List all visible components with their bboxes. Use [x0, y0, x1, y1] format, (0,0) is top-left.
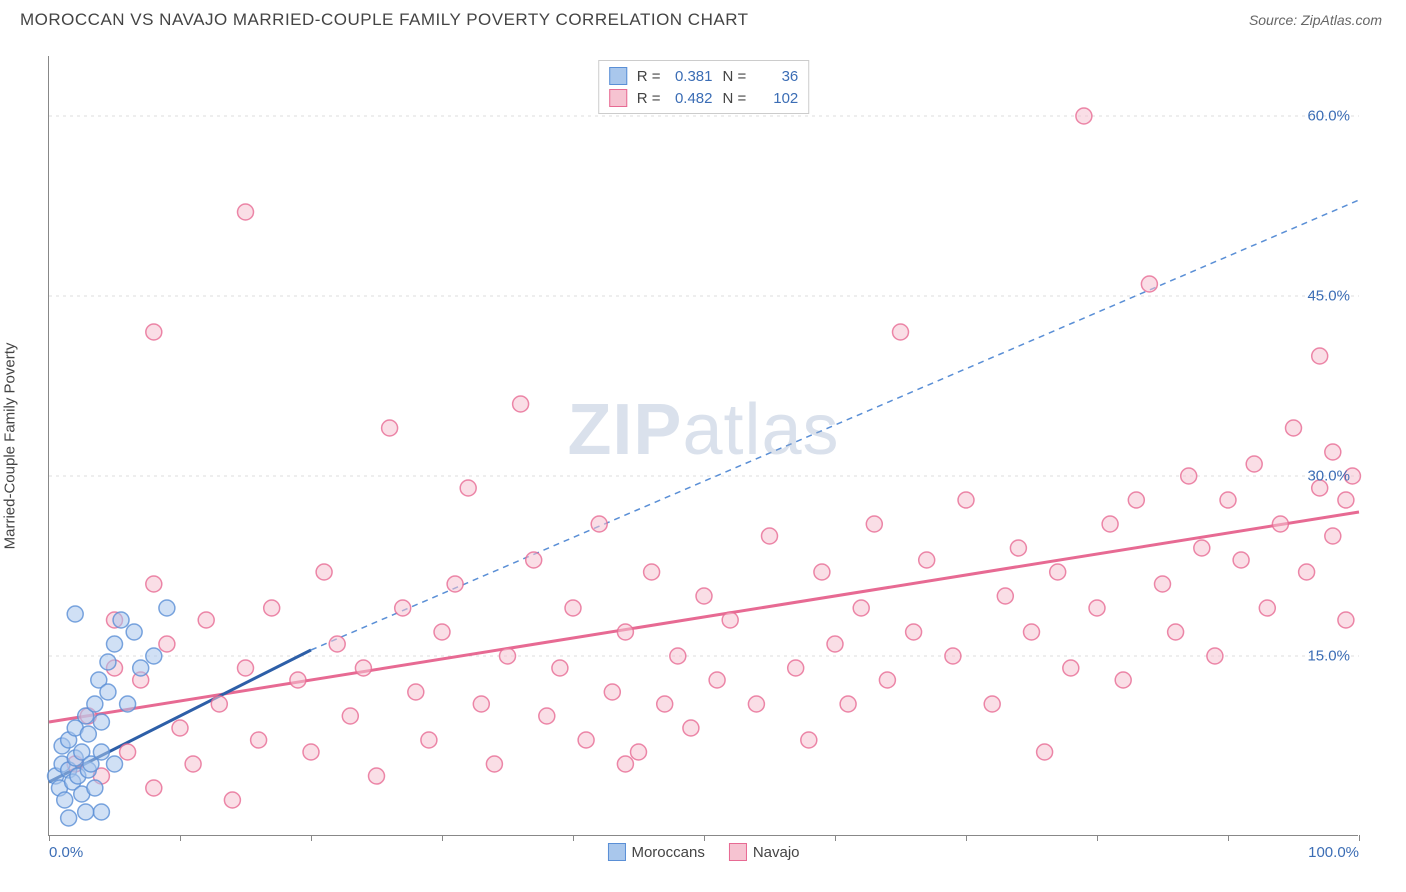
x-tick: [180, 835, 181, 841]
y-tick-label: 15.0%: [1307, 648, 1350, 665]
legend-item-moroccans: Moroccans: [607, 843, 704, 861]
legend-label-navajo: Navajo: [753, 844, 800, 861]
swatch-moroccans: [609, 67, 627, 85]
x-tick: [966, 835, 967, 841]
x-tick: [1097, 835, 1098, 841]
x-tick: [442, 835, 443, 841]
plot-svg: [49, 56, 1358, 835]
legend-stats-row-navajo: R = 0.482 N = 102: [609, 87, 799, 109]
n-val-navajo: 102: [752, 90, 798, 107]
x-tick-label: 100.0%: [1308, 844, 1359, 861]
source-name: ZipAtlas.com: [1301, 12, 1382, 28]
n-val-moroccans: 36: [752, 68, 798, 85]
source-attribution: Source: ZipAtlas.com: [1249, 12, 1382, 28]
y-tick-label: 45.0%: [1307, 288, 1350, 305]
legend-stats-box: R = 0.381 N = 36 R = 0.482 N = 102: [598, 60, 810, 114]
legend-item-navajo: Navajo: [729, 843, 800, 861]
scatter-chart: ZIPatlas R = 0.381 N = 36 R = 0.482 N = …: [48, 56, 1358, 836]
swatch-navajo: [609, 89, 627, 107]
n-label: N =: [723, 68, 747, 85]
chart-title: MOROCCAN VS NAVAJO MARRIED-COUPLE FAMILY…: [20, 10, 749, 30]
x-tick: [1359, 835, 1360, 841]
x-tick: [311, 835, 312, 841]
x-tick: [49, 835, 50, 841]
legend-label-moroccans: Moroccans: [631, 844, 704, 861]
y-axis-label: Married-Couple Family Poverty: [2, 343, 19, 550]
x-tick-label: 0.0%: [49, 844, 83, 861]
x-tick: [704, 835, 705, 841]
y-tick-label: 60.0%: [1307, 108, 1350, 125]
x-tick: [573, 835, 574, 841]
x-tick: [1228, 835, 1229, 841]
r-val-moroccans: 0.381: [667, 68, 713, 85]
y-tick-label: 30.0%: [1307, 468, 1350, 485]
r-label: R =: [637, 68, 661, 85]
r-label: R =: [637, 90, 661, 107]
swatch-moroccans-bottom: [607, 843, 625, 861]
n-label: N =: [723, 90, 747, 107]
x-tick: [835, 835, 836, 841]
legend-stats-row-moroccans: R = 0.381 N = 36: [609, 65, 799, 87]
legend-bottom: Moroccans Navajo: [607, 843, 799, 861]
source-prefix: Source:: [1249, 12, 1301, 28]
swatch-navajo-bottom: [729, 843, 747, 861]
r-val-navajo: 0.482: [667, 90, 713, 107]
